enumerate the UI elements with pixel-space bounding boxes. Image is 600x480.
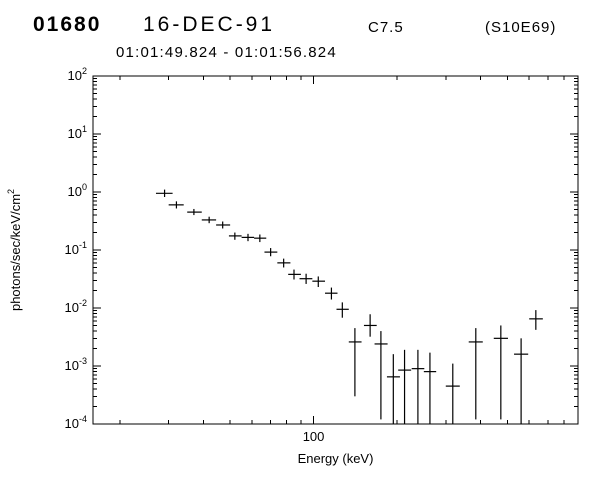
- event-date: 16-DEC-91: [143, 13, 276, 36]
- burst-id: 01680: [33, 13, 102, 36]
- x-tick-label: 100: [303, 429, 325, 444]
- x-axis-label: Energy (keV): [298, 451, 374, 466]
- y-axis-label: photons/sec/keV/cm2: [6, 189, 23, 311]
- y-tick-label: 10-1: [65, 240, 87, 257]
- y-tick-label: 10-2: [65, 298, 87, 315]
- y-tick-label: 102: [68, 66, 87, 83]
- y-tick-label: 10-3: [65, 356, 87, 373]
- goes-class: C7.5: [368, 19, 404, 36]
- plot-box: [92, 75, 579, 425]
- y-tick-label: 101: [68, 124, 87, 141]
- solar-location: (S10E69): [485, 19, 557, 36]
- y-tick-label: 10-4: [65, 414, 87, 431]
- time-interval: 01:01:49.824 - 01:01:56.824: [116, 44, 337, 61]
- y-tick-label: 100: [68, 182, 87, 199]
